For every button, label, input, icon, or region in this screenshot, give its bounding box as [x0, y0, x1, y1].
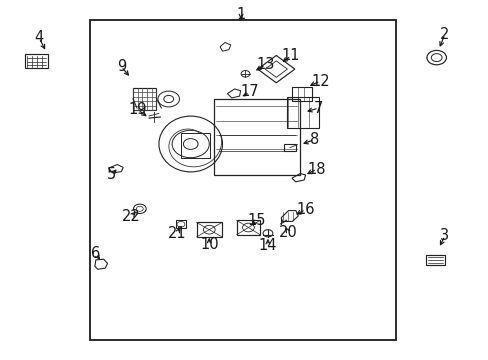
Text: 12: 12 — [310, 73, 329, 89]
Bar — [425, 255, 444, 265]
Text: 5: 5 — [107, 167, 116, 182]
Text: 6: 6 — [91, 246, 100, 261]
Text: 20: 20 — [279, 225, 297, 240]
Text: 1: 1 — [236, 7, 245, 22]
Text: 13: 13 — [256, 57, 274, 72]
Text: 17: 17 — [240, 84, 258, 99]
Text: 7: 7 — [313, 100, 323, 116]
Bar — [292, 87, 311, 101]
Bar — [196, 222, 222, 237]
Text: 18: 18 — [307, 162, 325, 177]
Text: 8: 8 — [309, 132, 318, 147]
Text: 3: 3 — [440, 228, 448, 243]
Bar — [236, 220, 260, 235]
Text: 16: 16 — [296, 202, 314, 217]
Bar — [25, 54, 48, 68]
Bar — [283, 144, 296, 151]
Bar — [214, 99, 299, 175]
Bar — [176, 220, 185, 228]
Text: 14: 14 — [258, 238, 277, 253]
Text: 9: 9 — [117, 59, 125, 74]
Bar — [90, 20, 395, 340]
Bar — [181, 133, 210, 158]
Text: 4: 4 — [35, 30, 43, 45]
Bar — [133, 88, 156, 110]
Text: 10: 10 — [200, 237, 218, 252]
Text: 2: 2 — [439, 27, 449, 42]
Text: 11: 11 — [281, 48, 300, 63]
Text: 19: 19 — [128, 102, 147, 117]
Bar — [287, 97, 319, 128]
Text: 21: 21 — [167, 226, 186, 241]
Text: 22: 22 — [122, 209, 140, 224]
Text: 15: 15 — [247, 213, 265, 228]
